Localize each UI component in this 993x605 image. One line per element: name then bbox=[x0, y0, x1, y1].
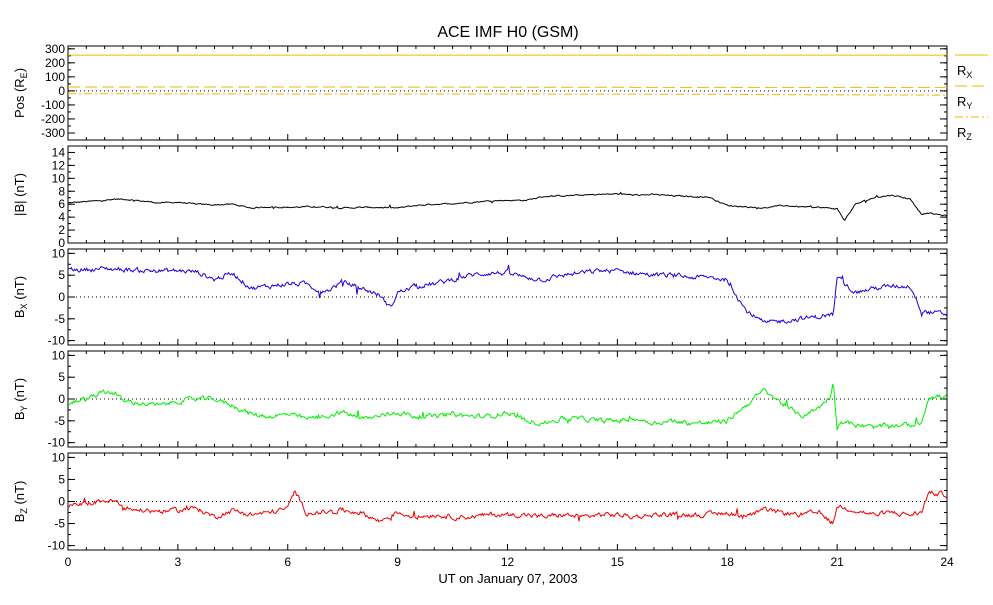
y-tick-label: 200 bbox=[45, 56, 65, 70]
y-axis-label: BY (nT) bbox=[12, 378, 29, 420]
y-tick-label: -300 bbox=[41, 126, 65, 140]
legend-label-text: R bbox=[957, 125, 966, 140]
x-tick-label: 12 bbox=[501, 555, 515, 569]
y-axis-label-unit: (nT) bbox=[12, 378, 27, 405]
x-axis-label: UT on January 07, 2003 bbox=[438, 571, 577, 586]
y-tick-label: 10 bbox=[52, 171, 66, 185]
x-tick-label: 0 bbox=[65, 555, 72, 569]
y-axis-label: Pos (RE) bbox=[12, 68, 29, 118]
y-axis-label-text: B bbox=[12, 411, 27, 420]
legend-label-RZ: RZ bbox=[957, 125, 972, 142]
legend-label-subscript: Z bbox=[966, 132, 972, 142]
y-tick-label: 5 bbox=[58, 370, 65, 384]
x-tick-label: 3 bbox=[175, 555, 182, 569]
legend-label-text: R bbox=[957, 94, 966, 109]
y-tick-label: 12 bbox=[52, 158, 66, 172]
y-axis-label: |B| (nT) bbox=[12, 173, 27, 216]
y-tick-label: -10 bbox=[48, 539, 66, 553]
x-tick-label: 15 bbox=[611, 555, 625, 569]
y-tick-label: 10 bbox=[52, 246, 66, 260]
series-group bbox=[68, 265, 947, 323]
y-axis-label-text: B bbox=[12, 309, 27, 318]
y-axis-label-text: |B| (nT) bbox=[12, 173, 27, 216]
y-tick-label: 0 bbox=[58, 290, 65, 304]
y-tick-label: -10 bbox=[48, 436, 66, 450]
y-tick-label: -10 bbox=[48, 334, 66, 348]
y-tick-label: -5 bbox=[54, 312, 65, 326]
panel-frame bbox=[68, 453, 947, 550]
y-tick-labels: 10 5 0 -5 -10 bbox=[48, 246, 66, 347]
y-tick-label: 0 bbox=[58, 84, 65, 98]
series-line-B_total bbox=[68, 193, 947, 221]
y-tick-label: 0 bbox=[58, 392, 65, 406]
y-tick-label: 100 bbox=[45, 70, 65, 84]
y-tick-label: -5 bbox=[54, 517, 65, 531]
y-axis-label-unit: ) bbox=[12, 68, 27, 72]
panel-Bx: 10 5 0 -5 -10 BX (nT) bbox=[12, 246, 947, 347]
series-group bbox=[68, 491, 947, 523]
y-axis-label-text: B bbox=[12, 514, 27, 523]
series-group bbox=[68, 193, 947, 221]
y-tick-label: 0 bbox=[58, 495, 65, 509]
y-tick-label: -200 bbox=[41, 112, 65, 126]
y-axis-label-text: Pos (R bbox=[12, 78, 27, 118]
legend-label-subscript: X bbox=[966, 70, 972, 80]
x-tick-label: 6 bbox=[284, 555, 291, 569]
series-group bbox=[68, 384, 947, 430]
y-tick-label: 5 bbox=[58, 268, 65, 282]
panel-frame bbox=[68, 249, 947, 345]
y-tick-label: -100 bbox=[41, 98, 65, 112]
panel-Bz: 10 5 0 -5 -10 BZ (nT) bbox=[12, 450, 947, 552]
legend-label-text: R bbox=[957, 63, 966, 78]
panel-frame bbox=[68, 46, 947, 140]
x-tick-label: 18 bbox=[721, 555, 735, 569]
y-tick-label: 14 bbox=[52, 145, 66, 159]
y-tick-labels: 10 5 0 -5 -10 bbox=[48, 348, 66, 449]
y-tick-label: -5 bbox=[54, 414, 65, 428]
y-axis-label: BX (nT) bbox=[12, 276, 29, 318]
y-tick-label: 6 bbox=[58, 197, 65, 211]
legend-label-subscript: Y bbox=[966, 101, 972, 111]
x-tick-label: 24 bbox=[940, 555, 954, 569]
series-line-Bz bbox=[68, 491, 947, 523]
series-line-RZ bbox=[68, 94, 947, 95]
y-tick-label: 2 bbox=[58, 223, 65, 237]
y-axis-label-unit: (nT) bbox=[12, 276, 27, 303]
y-tick-label: 10 bbox=[52, 348, 66, 362]
chart-title: ACE IMF H0 (GSM) bbox=[437, 24, 578, 41]
series-group bbox=[68, 55, 947, 95]
panel-frame bbox=[68, 146, 947, 243]
x-tick-labels: 0 3 6 9 12 15 18 21 24 bbox=[65, 555, 954, 569]
x-tick-label: 9 bbox=[394, 555, 401, 569]
y-tick-labels: 10 5 0 -5 -10 bbox=[48, 450, 66, 552]
y-tick-label: 8 bbox=[58, 184, 65, 198]
y-tick-label: 4 bbox=[58, 210, 65, 224]
series-line-By bbox=[68, 384, 947, 430]
legend-label-RX: RX bbox=[957, 63, 972, 80]
y-tick-label: 10 bbox=[52, 450, 66, 464]
x-tick-label: 21 bbox=[830, 555, 844, 569]
y-axis-label-unit: (nT) bbox=[12, 481, 27, 508]
y-tick-label: 5 bbox=[58, 472, 65, 486]
y-axis-label: BZ (nT) bbox=[12, 481, 29, 523]
y-tick-label: 300 bbox=[45, 42, 65, 56]
series-line-Bx bbox=[68, 265, 947, 323]
legend-label-RY: RY bbox=[957, 94, 972, 111]
panel-By: 10 5 0 -5 -10 BY (nT) bbox=[12, 348, 947, 449]
